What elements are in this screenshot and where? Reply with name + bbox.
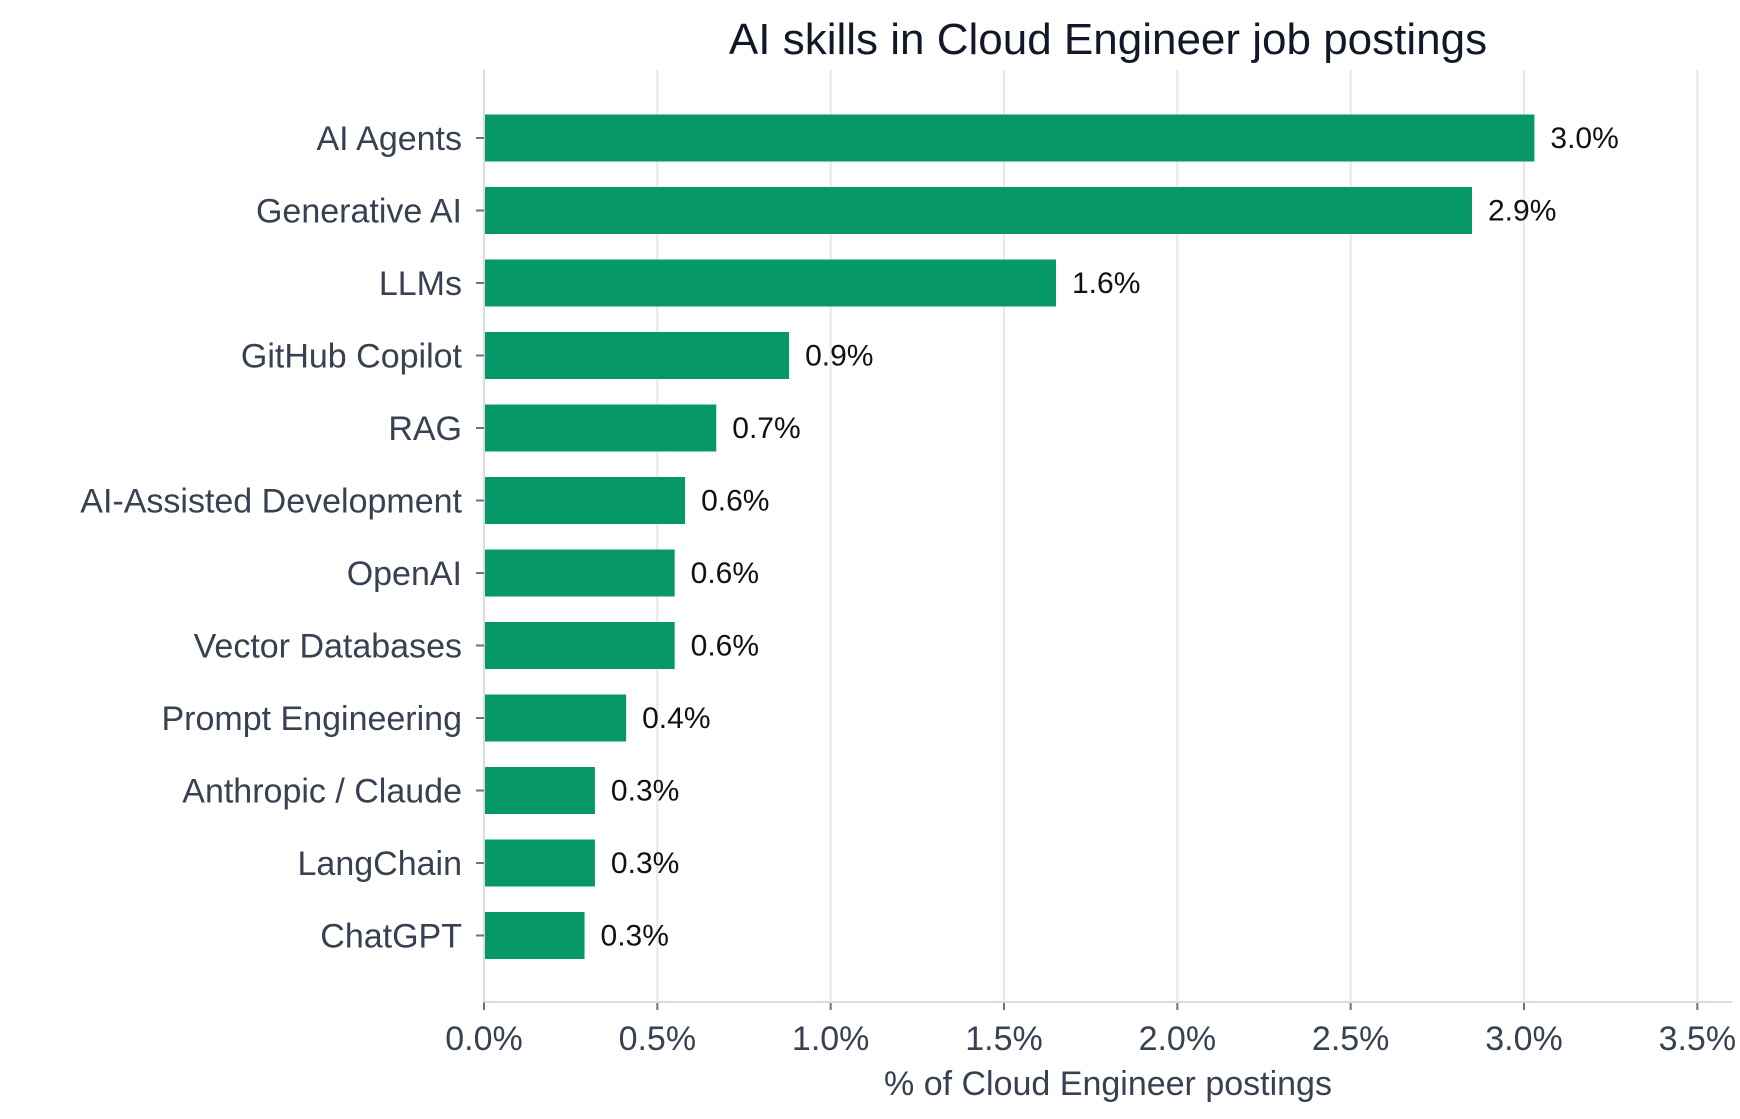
x-tick-label: 3.0% bbox=[1485, 1020, 1563, 1058]
category-label: AI Agents bbox=[316, 120, 462, 158]
data-label: 1.6% bbox=[1072, 267, 1140, 300]
bar bbox=[484, 839, 595, 887]
data-label: 0.3% bbox=[601, 920, 669, 953]
chart-title: AI skills in Cloud Engineer job postings bbox=[729, 15, 1487, 64]
x-tick-label: 3.5% bbox=[1659, 1020, 1737, 1058]
axes: 0.0% 0.5% 1.0% 1.5% 2.0% 2.5% 3.0% 3.5% AI Agent… bbox=[80, 70, 1736, 1058]
category-label: Anthropic / Claude bbox=[182, 773, 462, 811]
bar bbox=[484, 549, 675, 597]
category-label: GitHub Copilot bbox=[241, 338, 463, 376]
data-label: 3.0% bbox=[1550, 122, 1618, 155]
x-tick-label: 1.0% bbox=[792, 1020, 870, 1058]
bar bbox=[484, 114, 1535, 162]
data-label: 0.7% bbox=[732, 412, 800, 445]
category-label: ChatGPT bbox=[320, 918, 462, 956]
x-tick-label: 0.5% bbox=[619, 1020, 697, 1058]
category-label: RAG bbox=[388, 410, 462, 448]
category-label: LLMs bbox=[379, 265, 462, 303]
bars: 3.0% 2.9% 1.6% 0.9% 0.7% 0.6% 0.6% 0.6% 0.4% 0.3%… bbox=[484, 114, 1619, 959]
data-label: 0.4% bbox=[642, 702, 710, 735]
bar bbox=[484, 187, 1472, 234]
data-label: 0.3% bbox=[611, 847, 679, 880]
x-tick-label: 0.0% bbox=[445, 1020, 523, 1058]
bar bbox=[484, 767, 595, 814]
x-axis-label: % of Cloud Engineer postings bbox=[884, 1065, 1332, 1103]
bar bbox=[484, 332, 790, 379]
x-tick-label: 1.5% bbox=[965, 1020, 1043, 1058]
data-label: 0.6% bbox=[691, 630, 759, 663]
category-label: AI-Assisted Development bbox=[80, 483, 462, 521]
data-label: 0.3% bbox=[611, 775, 679, 808]
bar bbox=[484, 694, 627, 742]
data-label: 0.6% bbox=[691, 557, 759, 590]
bar bbox=[484, 477, 686, 524]
category-label: OpenAI bbox=[347, 555, 462, 593]
category-label: LangChain bbox=[298, 845, 462, 883]
x-tick-label: 2.5% bbox=[1312, 1020, 1390, 1058]
data-label: 2.9% bbox=[1488, 195, 1556, 228]
category-label: Generative AI bbox=[256, 193, 462, 231]
data-label: 0.6% bbox=[701, 485, 769, 518]
category-label: Vector Databases bbox=[194, 628, 462, 666]
data-label: 0.9% bbox=[805, 340, 873, 373]
bar bbox=[484, 622, 675, 669]
bar bbox=[484, 259, 1056, 307]
x-tick-label: 2.0% bbox=[1139, 1020, 1217, 1058]
category-label: Prompt Engineering bbox=[161, 700, 462, 738]
bar bbox=[484, 912, 585, 959]
bar bbox=[484, 404, 717, 452]
